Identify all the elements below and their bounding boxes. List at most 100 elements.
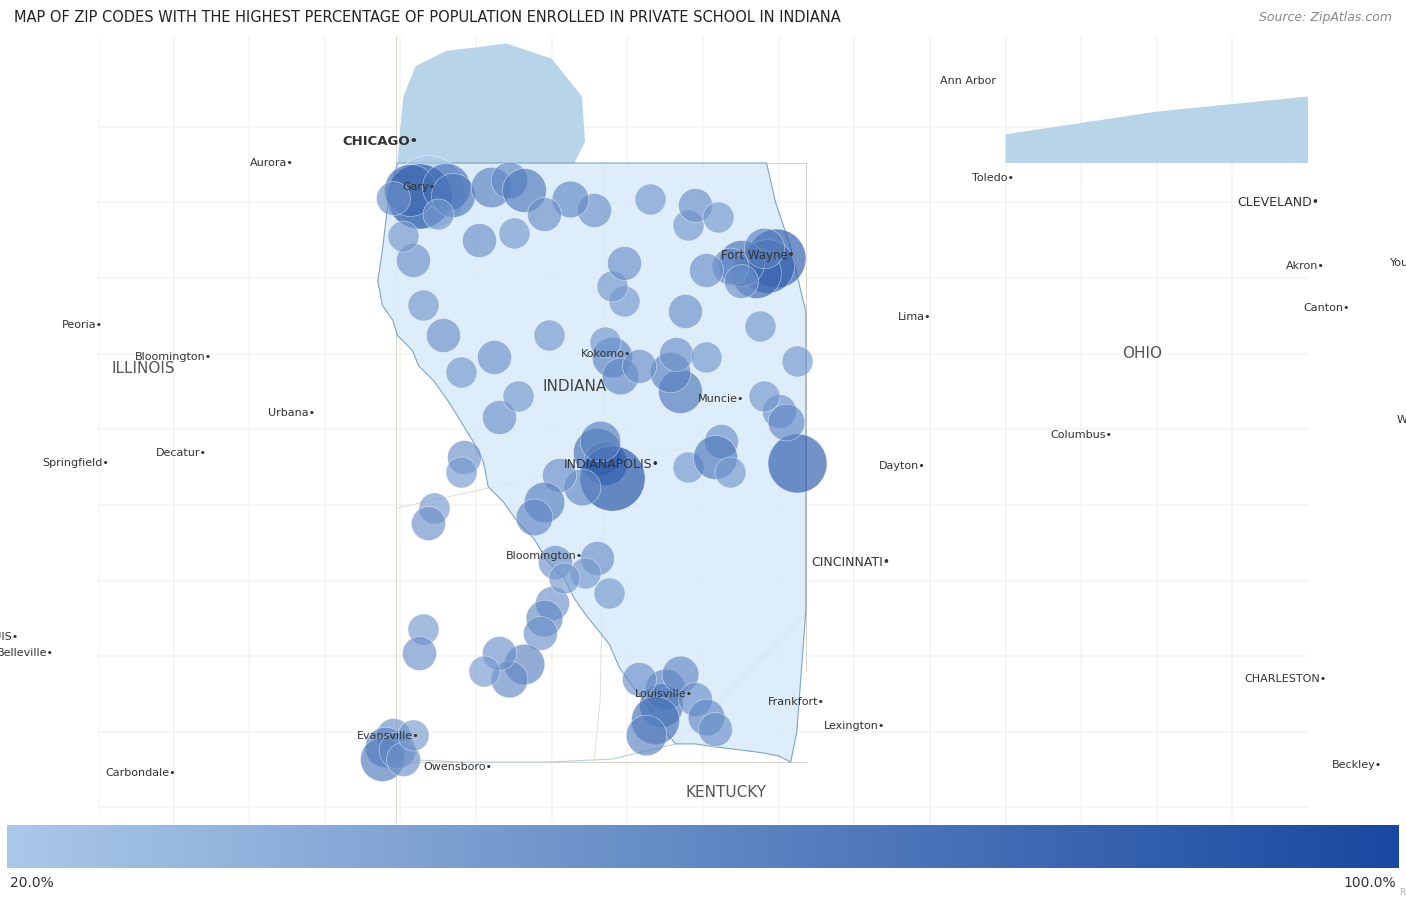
Point [544,556,567,570]
Text: Canton•: Canton• [1303,303,1350,313]
Point [374,740,396,754]
Point [695,263,717,278]
Point [685,198,707,212]
Point [669,667,692,681]
Point [533,494,555,509]
Text: Frankfort•: Frankfort• [768,697,825,707]
Point [513,183,536,198]
Point [450,365,472,379]
Text: Springfield•: Springfield• [42,458,108,467]
Point [628,359,651,373]
Point [730,255,752,270]
Point [441,188,464,202]
Point [412,622,434,636]
Point [498,672,520,686]
Text: ST. LOUIS•: ST. LOUIS• [0,631,18,642]
Text: ILLINOIS: ILLINOIS [111,361,176,377]
Point [408,646,430,661]
Point [472,664,495,679]
Point [513,656,536,671]
Point [613,255,636,270]
Point [529,627,551,641]
Point [775,414,797,429]
Point [707,210,730,225]
Text: Evansville•: Evansville• [357,732,420,742]
Point [522,510,544,524]
Polygon shape [1005,96,1308,163]
Point [765,251,787,265]
Point [488,410,510,424]
Point [479,180,502,194]
Point [745,266,768,280]
Point [676,460,699,475]
Point [381,727,404,742]
Point [392,228,415,243]
Point [558,192,581,207]
Point [450,465,472,479]
Polygon shape [398,43,585,163]
Point [695,350,717,364]
Point [537,328,560,343]
Point [786,354,808,369]
Point [669,384,692,398]
Text: Aurora•: Aurora• [250,158,294,168]
Point [598,585,620,600]
Point [650,698,672,712]
Point [468,233,491,247]
Point [401,253,423,267]
Point [586,445,609,459]
Point [768,404,790,418]
Point [600,279,623,293]
Text: Decatur•: Decatur• [156,449,207,458]
Text: Beckley•: Beckley• [1331,760,1382,770]
Text: Lexington•: Lexington• [824,721,884,731]
Point [609,369,631,384]
Point [571,479,593,494]
Point [786,456,808,470]
Point [586,551,609,565]
Point [718,259,741,273]
Text: KENTUCKY: KENTUCKY [685,785,766,800]
Point [628,672,651,686]
Text: CINCINNATI•: CINCINNATI• [811,556,891,569]
Text: 20.0%: 20.0% [10,876,53,890]
Text: CHARLESTON•: CHARLESTON• [1244,674,1326,684]
Point [488,646,510,661]
Point [613,293,636,307]
Text: Ann Arbor: Ann Arbor [939,76,995,86]
Point [685,691,707,706]
Text: Louisville•: Louisville• [634,689,693,699]
Text: INDIANAPOLIS•: INDIANAPOLIS• [564,458,661,470]
Text: Carbondale•: Carbondale• [105,768,176,778]
Text: Toledo•: Toledo• [973,174,1015,183]
Point [503,226,526,240]
Point [548,467,571,482]
Point [658,365,681,379]
Text: Kokomo•: Kokomo• [581,349,631,359]
Text: Akron•: Akron• [1285,261,1324,271]
Point [401,727,423,742]
Point [387,743,409,757]
Text: Peoria•: Peoria• [62,320,103,330]
Point [634,727,657,742]
Text: Owensboro•: Owensboro• [423,761,492,771]
Point [453,450,475,464]
Point [398,183,420,198]
Text: Bloomington•: Bloomington• [506,551,583,561]
Text: Urbana•: Urbana• [269,407,315,418]
Point [710,434,733,449]
Point [593,334,616,349]
Text: Wheeling•: Wheeling• [1396,415,1406,425]
Point [498,173,520,187]
Polygon shape [378,163,806,762]
Point [408,189,430,203]
Point [755,259,778,273]
Point [600,350,623,364]
Point [381,191,404,205]
Point [704,722,727,736]
Point [412,298,434,313]
Point [676,218,699,232]
Point [752,241,775,255]
Text: Gary•: Gary• [402,182,436,192]
Point [574,565,596,580]
